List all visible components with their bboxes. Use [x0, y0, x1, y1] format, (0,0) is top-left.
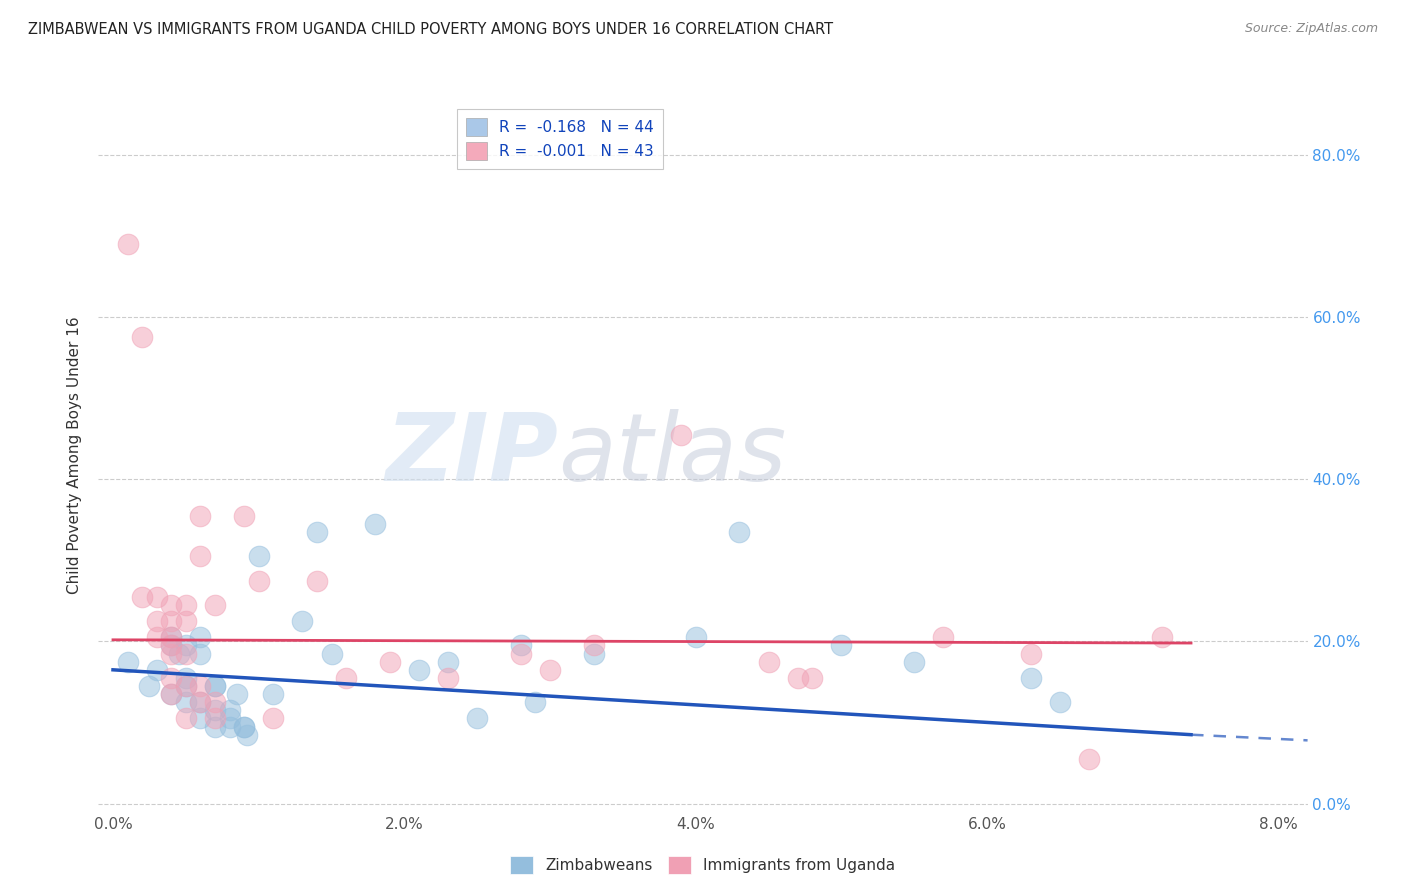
- Point: [190, 679, 212, 693]
- Point: [801, 671, 824, 685]
- Text: Source: ZipAtlas.com: Source: ZipAtlas.com: [1244, 22, 1378, 36]
- Point: [728, 524, 751, 539]
- Point: [117, 655, 139, 669]
- Point: [218, 703, 240, 717]
- Point: [204, 695, 226, 709]
- Point: [190, 647, 212, 661]
- Point: [582, 639, 605, 653]
- Point: [247, 549, 270, 564]
- Point: [138, 679, 160, 693]
- Point: [758, 655, 780, 669]
- Point: [174, 671, 197, 685]
- Text: ZIMBABWEAN VS IMMIGRANTS FROM UGANDA CHILD POVERTY AMONG BOYS UNDER 16 CORRELATI: ZIMBABWEAN VS IMMIGRANTS FROM UGANDA CHI…: [28, 22, 834, 37]
- Point: [408, 663, 430, 677]
- Point: [160, 614, 183, 628]
- Point: [160, 671, 183, 685]
- Point: [174, 695, 197, 709]
- Point: [174, 598, 197, 612]
- Point: [509, 639, 531, 653]
- Point: [437, 655, 460, 669]
- Point: [160, 647, 183, 661]
- Point: [247, 574, 270, 588]
- Point: [291, 614, 314, 628]
- Point: [190, 695, 212, 709]
- Point: [160, 687, 183, 701]
- Point: [190, 695, 212, 709]
- Point: [236, 728, 259, 742]
- Point: [160, 687, 183, 701]
- Point: [1078, 752, 1101, 766]
- Point: [145, 631, 167, 645]
- Point: [830, 639, 852, 653]
- Point: [204, 711, 226, 725]
- Point: [145, 663, 167, 677]
- Point: [1019, 647, 1042, 661]
- Point: [204, 598, 226, 612]
- Point: [364, 516, 387, 531]
- Point: [1019, 671, 1042, 685]
- Point: [174, 639, 197, 653]
- Point: [167, 647, 190, 661]
- Text: atlas: atlas: [558, 409, 786, 500]
- Point: [190, 549, 212, 564]
- Point: [305, 524, 328, 539]
- Point: [160, 631, 183, 645]
- Point: [160, 598, 183, 612]
- Point: [225, 687, 247, 701]
- Point: [174, 679, 197, 693]
- Point: [204, 703, 226, 717]
- Point: [174, 614, 197, 628]
- Point: [262, 687, 284, 701]
- Point: [524, 695, 547, 709]
- Point: [305, 574, 328, 588]
- Point: [465, 711, 488, 725]
- Point: [786, 671, 808, 685]
- Point: [1049, 695, 1071, 709]
- Point: [378, 655, 401, 669]
- Point: [160, 639, 183, 653]
- Point: [233, 720, 256, 734]
- Point: [160, 631, 183, 645]
- Point: [131, 590, 153, 604]
- Point: [903, 655, 925, 669]
- Point: [145, 590, 167, 604]
- Point: [321, 647, 343, 661]
- Point: [509, 647, 531, 661]
- Point: [932, 631, 955, 645]
- Point: [233, 720, 256, 734]
- Point: [582, 647, 605, 661]
- Point: [669, 427, 692, 442]
- Point: [1150, 631, 1173, 645]
- Point: [218, 711, 240, 725]
- Point: [174, 647, 197, 661]
- Point: [131, 330, 153, 344]
- Point: [174, 679, 197, 693]
- Point: [204, 679, 226, 693]
- Point: [190, 508, 212, 523]
- Point: [437, 671, 460, 685]
- Point: [160, 639, 183, 653]
- Point: [204, 679, 226, 693]
- Point: [335, 671, 357, 685]
- Point: [190, 711, 212, 725]
- Point: [190, 631, 212, 645]
- Point: [233, 508, 256, 523]
- Point: [174, 711, 197, 725]
- Text: ZIP: ZIP: [385, 409, 558, 501]
- Legend: R =  -0.168   N = 44, R =  -0.001   N = 43: R = -0.168 N = 44, R = -0.001 N = 43: [457, 110, 664, 169]
- Y-axis label: Child Poverty Among Boys Under 16: Child Poverty Among Boys Under 16: [67, 316, 83, 594]
- Legend: Zimbabweans, Immigrants from Uganda: Zimbabweans, Immigrants from Uganda: [505, 850, 901, 880]
- Point: [262, 711, 284, 725]
- Point: [117, 237, 139, 252]
- Point: [685, 631, 707, 645]
- Point: [204, 720, 226, 734]
- Point: [538, 663, 561, 677]
- Point: [218, 720, 240, 734]
- Point: [145, 614, 167, 628]
